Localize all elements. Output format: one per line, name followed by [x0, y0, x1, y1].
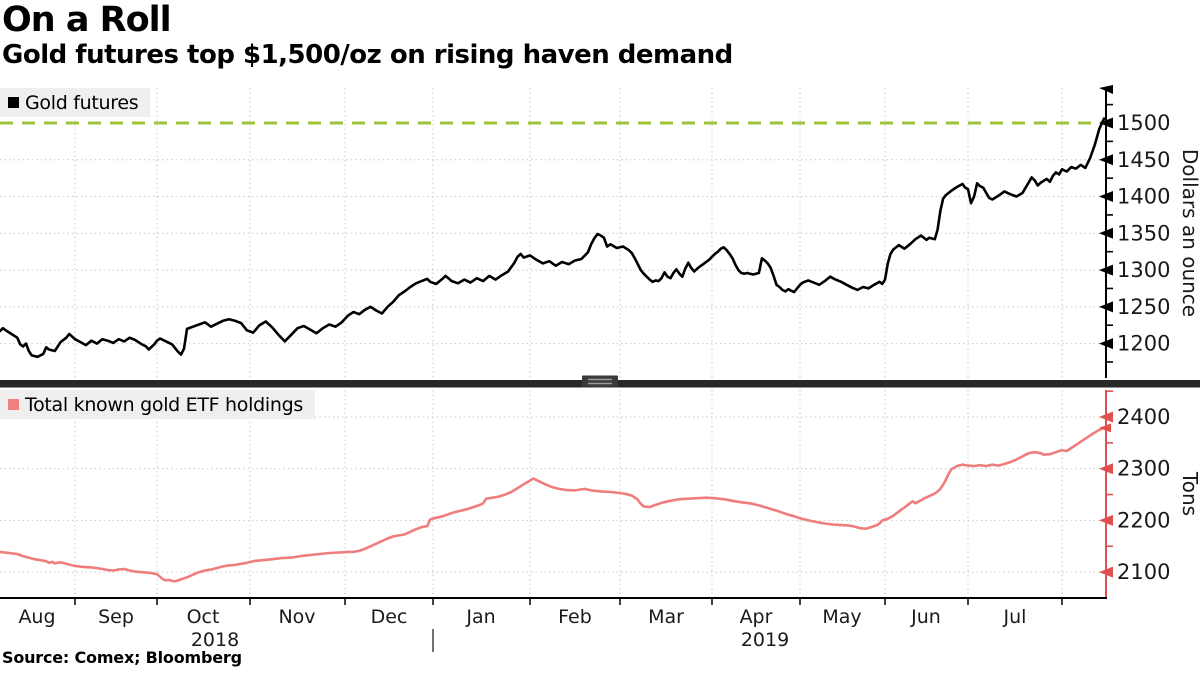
legend-gold-label: Gold futures: [25, 91, 139, 114]
y-tick-arrow-icon: [1099, 566, 1113, 578]
y-axis-top-arrow-icon: [1099, 85, 1113, 94]
y-tick-label: 2400: [1117, 405, 1170, 429]
y-tick-label: 1450: [1117, 148, 1170, 172]
y-tick-label: 1200: [1117, 332, 1170, 356]
y-tick-arrow-icon: [1099, 154, 1113, 166]
legend-etf-label: Total known gold ETF holdings: [25, 393, 303, 416]
x-month-label: Sep: [98, 606, 134, 628]
x-month-label: Dec: [371, 606, 408, 628]
last-value-marker-icon: [1099, 423, 1111, 433]
x-month-label: Oct: [187, 606, 220, 628]
chart-subtitle: Gold futures top $1,500/oz on rising hav…: [2, 40, 733, 70]
etf-series-swatch-icon: [8, 399, 19, 410]
y-tick-arrow-icon: [1099, 514, 1113, 526]
y-tick-arrow-icon: [1099, 411, 1113, 423]
x-month-label: Nov: [278, 606, 315, 628]
y-tick-label: 1350: [1117, 221, 1170, 245]
y-tick-label: 1250: [1117, 295, 1170, 319]
etf-holdings-line: [0, 426, 1106, 583]
gold-series-swatch-icon: [8, 97, 19, 108]
x-year-label: 2019: [741, 629, 789, 651]
y-tick-arrow-icon: [1099, 338, 1113, 350]
x-month-label: Apr: [740, 606, 773, 628]
y-tick-arrow-icon: [1099, 191, 1113, 203]
y-tick-arrow-icon: [1099, 264, 1113, 276]
x-month-label: Jan: [465, 606, 495, 628]
x-month-label: Mar: [648, 606, 684, 628]
y-tick-label: 1300: [1117, 258, 1170, 282]
panel-divider-handle[interactable]: [582, 375, 618, 388]
x-month-label: Feb: [558, 606, 592, 628]
y-tick-label: 1500: [1117, 111, 1170, 135]
x-month-label: Aug: [18, 606, 55, 628]
gold-futures-line: [0, 117, 1106, 359]
page-title: On a Roll: [2, 0, 172, 40]
y-tick-arrow-icon: [1099, 301, 1113, 313]
y-tick-label: 1400: [1117, 185, 1170, 209]
chart-header: On a Roll Gold futures top $1,500/oz on …: [2, 0, 733, 71]
x-month-label: May: [822, 606, 861, 628]
y-axis-title: Tons: [1178, 471, 1200, 516]
y-axis-title: Dollars an ounce: [1178, 149, 1200, 317]
legend-gold-futures[interactable]: Gold futures: [0, 88, 151, 117]
y-tick-arrow-icon: [1099, 227, 1113, 239]
y-tick-label: 2200: [1117, 508, 1170, 532]
x-month-label: Jul: [1003, 606, 1027, 628]
y-tick-label: 2300: [1117, 457, 1170, 481]
y-tick-arrow-icon: [1099, 117, 1113, 129]
x-year-label: 2018: [191, 629, 239, 651]
source-attribution: Source: Comex; Bloomberg: [2, 648, 242, 667]
y-tick-arrow-icon: [1099, 463, 1113, 475]
legend-etf-holdings[interactable]: Total known gold ETF holdings: [0, 390, 315, 419]
y-tick-label: 2100: [1117, 560, 1170, 584]
x-month-label: Jun: [910, 606, 941, 628]
